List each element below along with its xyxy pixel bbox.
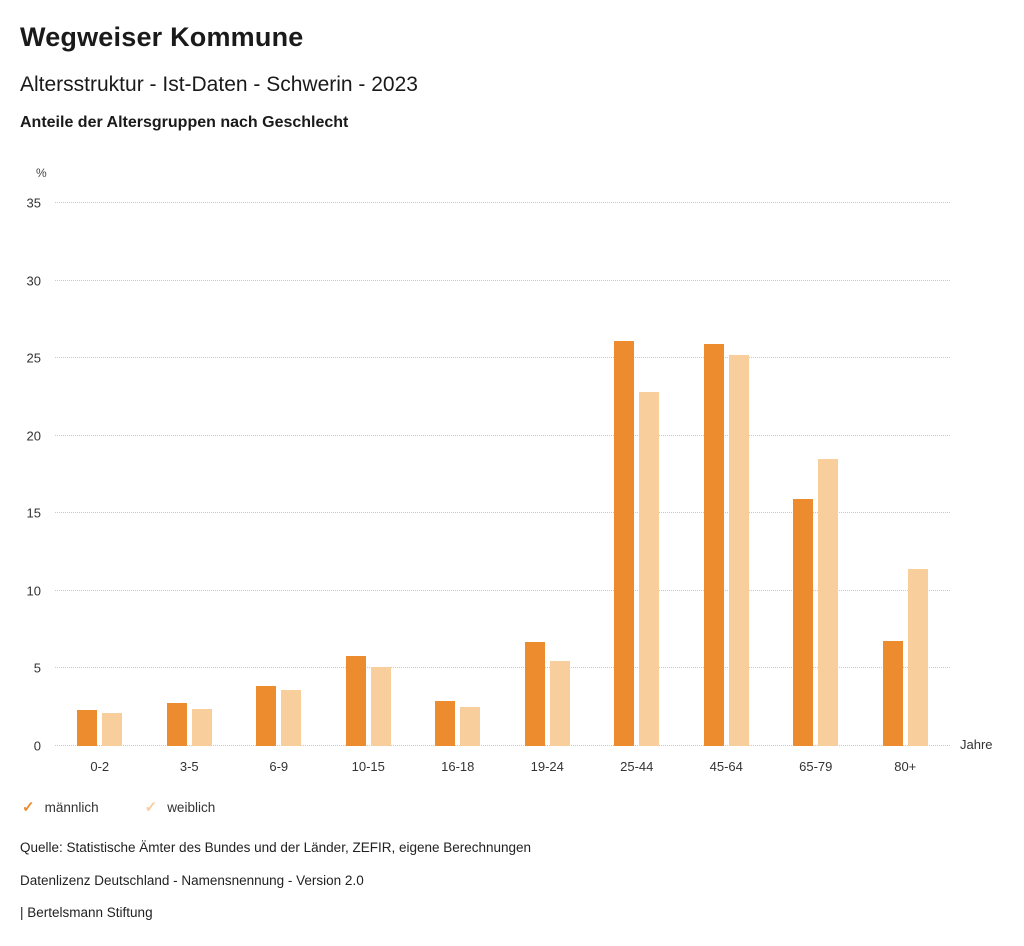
- x-tick-label-80+: 80+: [894, 759, 917, 774]
- y-tick-label-0: 0: [33, 738, 41, 754]
- bar-männlich-6-9[interactable]: [256, 685, 277, 746]
- bar-weiblich-3-5[interactable]: [191, 708, 212, 746]
- bar-group-19-24: [503, 203, 593, 746]
- bar-chart: % Jahre 0 5 10 15 20 25 30 35 0-2 3-5 6-9 10-15 16-…: [20, 166, 1004, 815]
- bar-männlich-10-15[interactable]: [345, 656, 366, 746]
- page-title: Wegweiser Kommune: [20, 22, 304, 52]
- bar-weiblich-19-24[interactable]: [549, 660, 570, 746]
- chart-body: Jahre 0 5 10 15 20 25 30 35: [27, 196, 1004, 754]
- bar-group-6-9: [234, 203, 324, 746]
- legend-label: weiblich: [167, 800, 216, 815]
- x-tick-label-25-44: 25-44: [620, 759, 654, 774]
- gridline-10: 10: [27, 583, 950, 598]
- bar-weiblich-45-64[interactable]: [728, 355, 749, 746]
- legend-item-weiblich[interactable]: ✓ weiblich: [145, 800, 216, 815]
- gridline-5: 5: [34, 661, 950, 676]
- license-text: Datenlizenz Deutschland - Namensnennung …: [20, 872, 364, 888]
- x-tick-label-45-64: 45-64: [709, 759, 743, 774]
- source-text: Quelle: Statistische Ämter des Bundes un…: [20, 840, 532, 855]
- bar-weiblich-16-18[interactable]: [460, 707, 481, 746]
- bar-männlich-0-2[interactable]: [77, 710, 98, 746]
- y-tick-label-30: 30: [26, 273, 41, 289]
- x-tick-label-16-18: 16-18: [441, 759, 475, 774]
- check-icon: ✓: [144, 799, 158, 816]
- bar-männlich-25-44[interactable]: [614, 341, 635, 746]
- gridline-15: 15: [27, 506, 950, 521]
- y-tick-label-35: 35: [26, 195, 41, 211]
- chart-heading: Anteile der Altersgruppen nach Geschlech…: [20, 114, 349, 131]
- bar-group-3-5: [145, 203, 235, 746]
- gridline-35: 35: [27, 196, 950, 211]
- legend-item-männlich[interactable]: ✓ männlich: [22, 800, 99, 815]
- gridline-0: 0: [34, 739, 950, 754]
- bar-männlich-65-79[interactable]: [793, 499, 814, 746]
- x-tick-label-10-15: 10-15: [351, 759, 385, 774]
- check-icon: ✓: [22, 799, 35, 816]
- bar-group-16-18: [413, 203, 503, 746]
- x-tick-label-3-5: 3-5: [179, 759, 199, 774]
- x-tick-label-19-24: 19-24: [530, 759, 564, 774]
- bar-weiblich-6-9[interactable]: [281, 690, 302, 746]
- bar-weiblich-0-2[interactable]: [102, 713, 123, 746]
- x-tick-label-0-2: 0-2: [90, 759, 110, 774]
- bar-group-0-2: [55, 203, 145, 746]
- y-tick-label-5: 5: [33, 660, 41, 676]
- y-tick-label-10: 10: [26, 583, 41, 599]
- bar-weiblich-80+[interactable]: [907, 569, 928, 746]
- attribution-text: | Bertelsmann Stiftung: [20, 905, 153, 920]
- y-tick-label-25: 25: [26, 350, 41, 366]
- chart-subtitle: Altersstruktur - Ist-Daten - Schwerin - …: [20, 73, 418, 96]
- bar-weiblich-65-79[interactable]: [818, 459, 839, 746]
- gridline-20: 20: [27, 428, 950, 443]
- legend: ✓ männlich ✓ weiblich: [22, 800, 1004, 815]
- legend-label: männlich: [44, 800, 99, 815]
- x-axis: 0-2 3-5 6-9 10-15 16-18 19-24 25-44 45-64 65-79 8…: [55, 759, 950, 774]
- x-tick-label-65-79: 65-79: [799, 759, 833, 774]
- bar-männlich-19-24[interactable]: [524, 642, 545, 746]
- bar-weiblich-10-15[interactable]: [370, 666, 391, 746]
- x-axis-unit-label: Jahre: [960, 737, 993, 752]
- bar-männlich-16-18[interactable]: [435, 701, 456, 746]
- bar-group-10-15: [324, 203, 414, 746]
- bar-weiblich-25-44[interactable]: [639, 392, 660, 746]
- y-tick-label-15: 15: [26, 505, 41, 521]
- bar-group-80+: [861, 203, 951, 746]
- gridline-25: 25: [27, 351, 950, 366]
- y-tick-label-20: 20: [26, 428, 41, 444]
- bar-groups: [55, 203, 950, 746]
- bar-männlich-80+[interactable]: [882, 640, 903, 746]
- bar-männlich-45-64[interactable]: [703, 344, 724, 746]
- footer: Quelle: Statistische Ämter des Bundes un…: [20, 840, 1004, 920]
- gridline-30: 30: [27, 273, 950, 288]
- bar-group-45-64: [682, 203, 772, 746]
- bar-group-65-79: [771, 203, 861, 746]
- y-axis-unit-label: %: [36, 166, 47, 180]
- plot-area: Jahre 0 5 10 15 20 25 30 35: [27, 196, 993, 754]
- bar-männlich-3-5[interactable]: [166, 702, 187, 746]
- x-tick-label-6-9: 6-9: [269, 759, 289, 774]
- bar-group-25-44: [592, 203, 682, 746]
